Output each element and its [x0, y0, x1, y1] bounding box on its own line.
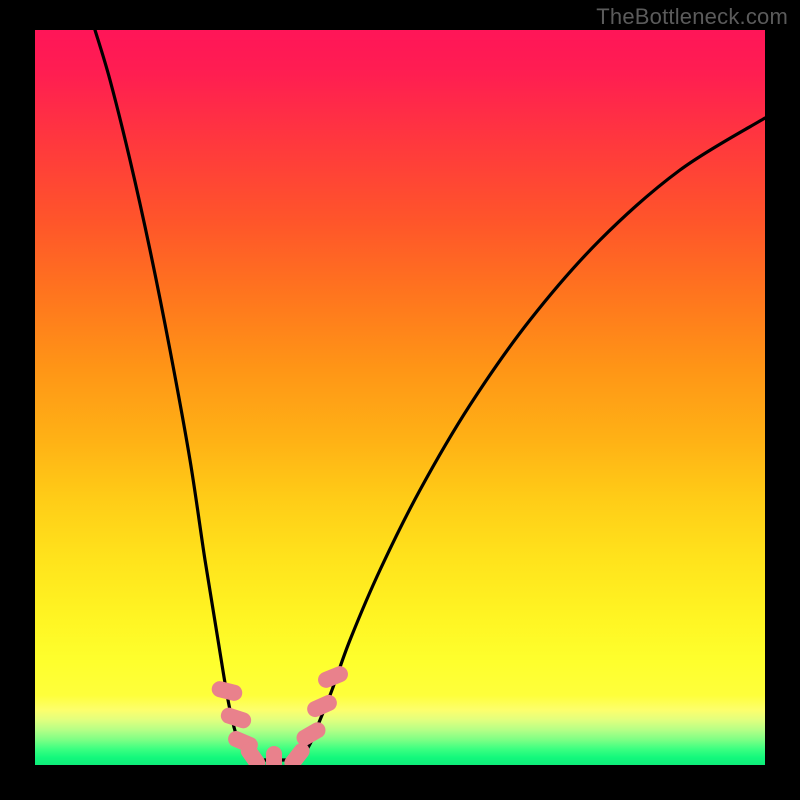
watermark-text: TheBottleneck.com	[596, 4, 788, 30]
gradient-background	[35, 30, 765, 765]
bottleneck-chart	[0, 0, 800, 800]
chart-container	[0, 0, 800, 800]
